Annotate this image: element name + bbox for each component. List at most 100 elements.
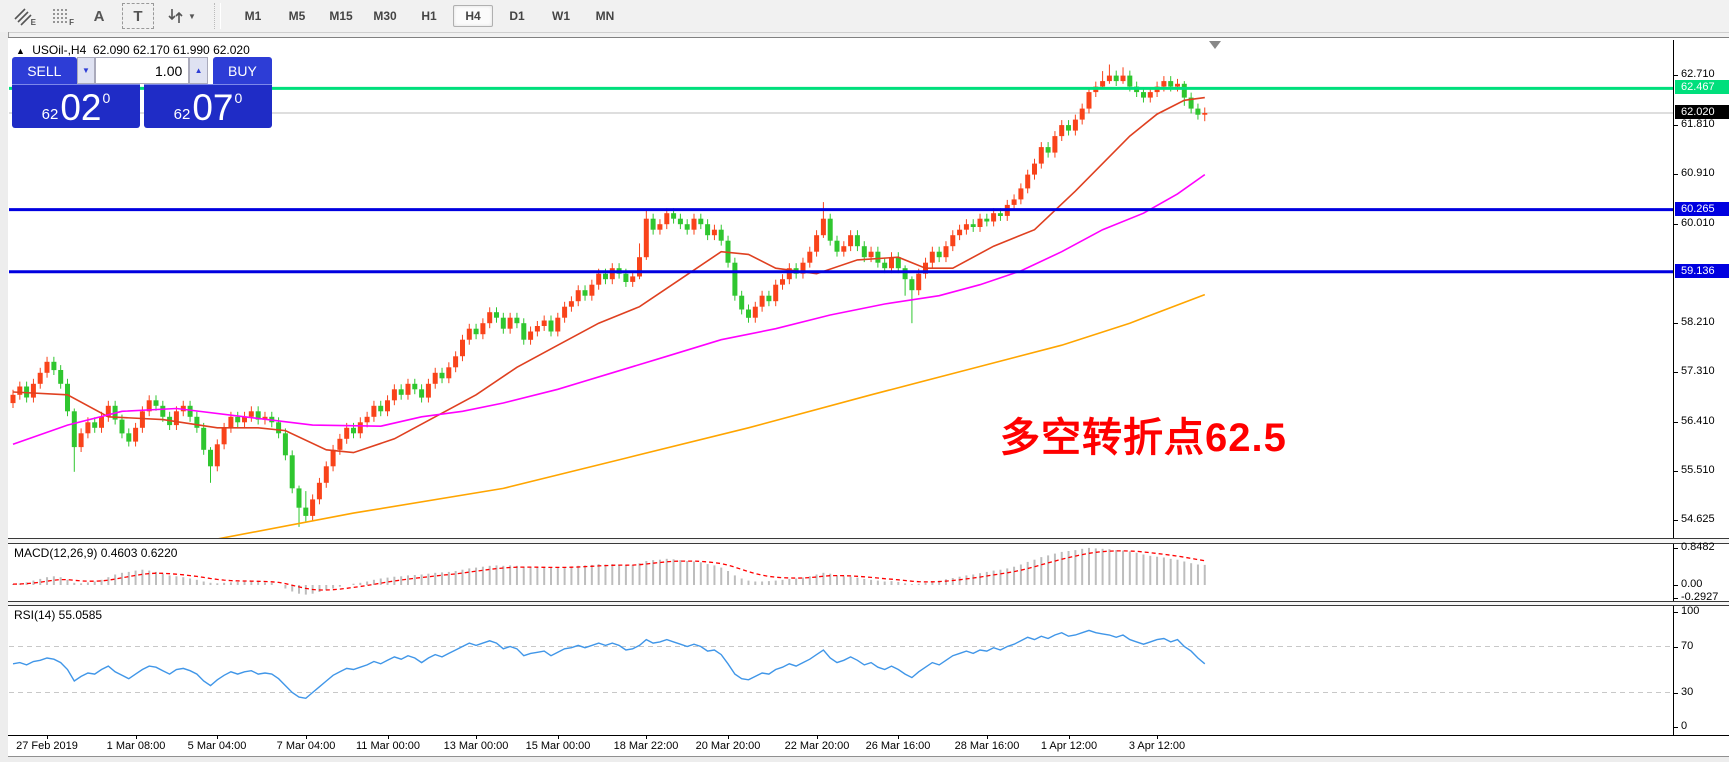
timeframe-button-m1[interactable]: M1: [244, 9, 262, 23]
price-chart-canvas[interactable]: [9, 40, 1673, 538]
fibonacci-retracement-icon[interactable]: F: [46, 4, 76, 28]
ma-slow-line: [218, 293, 1206, 538]
candlestick-body: [970, 224, 976, 227]
timeframe-button-h4[interactable]: H4: [453, 5, 493, 27]
timeframe-button-mn[interactable]: MN: [595, 9, 615, 23]
candlestick-body: [630, 276, 636, 282]
date-tick-mark: [898, 736, 899, 739]
timeframe-button-h1[interactable]: H1: [421, 9, 437, 23]
candlestick-body: [330, 449, 336, 467]
candlestick-body: [412, 383, 418, 390]
candlestick-body: [575, 290, 581, 302]
buy-button[interactable]: BUY: [212, 57, 272, 84]
candlestick-body: [746, 309, 751, 318]
date-tick-mark: [476, 736, 477, 739]
candlestick-body: [568, 301, 574, 307]
candlestick-body: [371, 405, 377, 417]
candlestick-body: [759, 295, 765, 307]
rsi-canvas[interactable]: [9, 606, 1673, 735]
equidistant-channel-icon[interactable]: E: [8, 4, 38, 28]
date-tick-label: 1 Mar 08:00: [106, 740, 166, 752]
collapse-triangle-icon[interactable]: ▲: [16, 46, 25, 56]
candlestick-body: [1059, 125, 1065, 137]
sell-price-display[interactable]: 62 02 0: [12, 84, 140, 128]
timeframe-button-d1[interactable]: D1: [509, 9, 525, 23]
buy-price-display[interactable]: 62 07 0: [144, 84, 272, 128]
candlestick-body: [1202, 113, 1208, 115]
rsi-tick-label: 30: [1681, 686, 1694, 698]
price-tick-label: 54.625: [1681, 513, 1715, 525]
candlestick-body: [548, 320, 554, 332]
candlestick-body: [1147, 92, 1153, 98]
candlestick-body: [160, 405, 166, 417]
candlestick-body: [943, 246, 949, 258]
ma-mid-line: [12, 173, 1206, 446]
candlestick-body: [1120, 75, 1126, 82]
candlestick-body: [398, 389, 404, 395]
candlestick-body: [820, 218, 826, 236]
dropdown-caret-icon[interactable]: ▼: [188, 11, 196, 21]
volume-input[interactable]: [95, 57, 190, 84]
candlestick-body: [432, 372, 438, 384]
price-tick-label: 60.910: [1681, 167, 1715, 179]
candlestick-body: [1072, 119, 1078, 131]
candlestick-body: [786, 268, 792, 280]
axis-tick-mark: [1674, 612, 1678, 613]
candlestick-body: [909, 279, 915, 291]
candlestick-body: [92, 422, 98, 428]
candlestick-body: [453, 356, 459, 368]
candlestick-body: [596, 273, 602, 285]
candlestick-body: [739, 295, 745, 310]
candlestick-body: [1045, 147, 1051, 153]
candlestick-body: [562, 306, 568, 318]
candlestick-body: [766, 295, 772, 302]
annotation-text: 多空转折点62.5: [1000, 416, 1287, 460]
sell-price-sup: 0: [102, 90, 111, 106]
candlestick-body: [235, 416, 241, 423]
timeframe-toolbar: M1 M5 M15 M30 H1 H4 D1 W1 MN: [231, 5, 627, 27]
candlestick-body: [1100, 81, 1106, 87]
candlestick-body: [1141, 92, 1146, 98]
candlestick-body: [875, 251, 881, 263]
candlestick-body: [1079, 108, 1085, 120]
text-label-icon[interactable]: T: [122, 3, 154, 29]
axis-tick-mark: [1674, 323, 1678, 324]
timeframe-button-m5[interactable]: M5: [288, 9, 306, 23]
price-level-badge: 60.265: [1675, 202, 1729, 216]
candlestick-body: [494, 312, 499, 318]
candlestick-body: [902, 268, 908, 280]
panel-separator[interactable]: [8, 538, 1729, 544]
timeframe-button-m30[interactable]: M30: [373, 9, 397, 23]
date-tick-mark: [306, 736, 307, 739]
candlestick-body: [242, 416, 247, 423]
candlestick-body: [521, 323, 527, 340]
candlestick-body: [419, 389, 425, 398]
candlestick-body: [282, 433, 288, 456]
candlestick-body: [201, 427, 207, 450]
candlestick-body: [1195, 108, 1201, 115]
one-click-trading-panel: SELL ▼ ▲ BUY 62 02 0 62 07 0: [12, 57, 272, 128]
candlestick-body: [1011, 199, 1017, 205]
candlestick-body: [208, 449, 213, 467]
date-tick-mark: [388, 736, 389, 739]
tool-letter: F: [69, 18, 74, 27]
sell-price-big: 02: [60, 87, 102, 128]
candlestick-body: [10, 394, 16, 404]
axis-tick-mark: [1674, 598, 1678, 599]
timeframe-button-m15[interactable]: M15: [329, 9, 353, 23]
candlestick-body: [1113, 75, 1119, 82]
date-tick-label: 26 Mar 16:00: [865, 740, 931, 752]
timeframe-button-w1[interactable]: W1: [552, 9, 570, 23]
sell-button[interactable]: SELL: [12, 57, 77, 84]
candlestick-body: [997, 213, 1003, 216]
price-level-badge: 62.020: [1675, 105, 1729, 119]
arrows-tool-icon[interactable]: ▼: [162, 4, 200, 28]
volume-decrease-button[interactable]: ▼: [76, 57, 96, 84]
tool-letter: E: [30, 18, 36, 27]
text-tool-icon[interactable]: A: [93, 7, 105, 25]
bottom-scroll-strip[interactable]: [8, 756, 1729, 762]
candlestick-body: [882, 262, 888, 269]
macd-canvas[interactable]: [9, 544, 1673, 601]
volume-increase-button[interactable]: ▲: [189, 57, 208, 84]
panel-separator[interactable]: [8, 601, 1729, 606]
